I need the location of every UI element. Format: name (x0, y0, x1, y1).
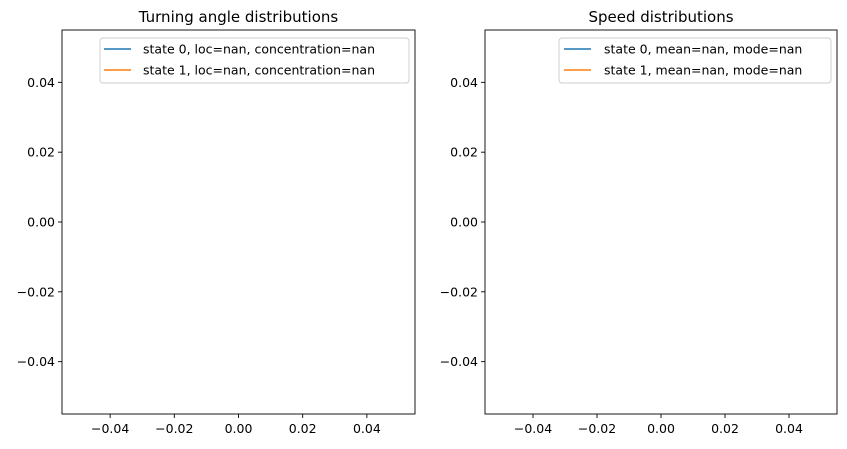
speed-legend-label-state-0: state 0, mean=nan, mode=nan (604, 42, 802, 57)
turning-angle-legend-box (99, 37, 410, 84)
turning-angle-legend-label-state-1: state 1, loc=nan, concentration=nan (143, 63, 375, 78)
turning-angle-x-tick-label: 0.04 (353, 421, 381, 436)
turning-angle-x-tick-label: −0.02 (155, 421, 193, 436)
turning-angle-y-axis: 0.04 0.02 0.00 −0.02 −0.04 (17, 75, 62, 369)
turning-angle-y-tick-label: −0.02 (17, 284, 55, 299)
speed-y-tick-label: −0.02 (440, 284, 478, 299)
speed-y-tick-label: 0.00 (450, 215, 478, 230)
speed-x-axis: −0.04 −0.02 0.00 0.02 0.04 (514, 414, 803, 436)
turning-angle-y-tick-label: 0.00 (27, 215, 55, 230)
turning-angle-x-tick-label: 0.00 (225, 421, 253, 436)
speed-subplot: Speed distributions 0.040.020.00−0.02−0.… (440, 8, 838, 436)
speed-x-tick-label: −0.04 (514, 421, 552, 436)
speed-legend-label-state-1: state 1, mean=nan, mode=nan (604, 63, 802, 78)
turning-angle-plot-frame (61, 29, 416, 415)
speed-plot-frame (484, 29, 838, 415)
speed-x-tick-label: 0.00 (647, 421, 675, 436)
speed-y-tick-label: 0.02 (450, 145, 478, 160)
turning-angle-subplot: Turning angle distributions 0.04 0.02 0.00… (17, 8, 416, 436)
speed-legend: state 0, mean=nan, mode=nan state 1, mea… (558, 37, 832, 84)
turning-angle-y-tick-label: 0.04 (27, 75, 55, 90)
turning-angle-y-tick-label: −0.04 (17, 354, 55, 369)
speed-x-tick-label: −0.02 (578, 421, 616, 436)
turning-angle-y-tick-label: 0.02 (27, 145, 55, 160)
speed-legend-box (558, 37, 832, 84)
turning-angle-x-axis: −0.04 −0.02 0.00 0.02 0.04 (91, 414, 381, 436)
speed-y-tick-label: 0.04 (450, 75, 478, 90)
turning-angle-title: Turning angle distributions (138, 8, 339, 26)
speed-y-tick-label: −0.04 (440, 354, 478, 369)
speed-title: Speed distributions (588, 8, 733, 26)
speed-y-axis: 0.04 0.02 0.00 −0.02 −0.04 (440, 75, 485, 369)
turning-angle-x-tick-label: 0.02 (289, 421, 317, 436)
speed-x-tick-label: 0.02 (711, 421, 739, 436)
turning-angle-x-tick-label: −0.04 (91, 421, 129, 436)
turning-angle-legend: state 0, loc=nan, concentration=nan stat… (99, 37, 410, 84)
turning-angle-legend-label-state-0: state 0, loc=nan, concentration=nan (143, 42, 375, 57)
speed-x-tick-label: 0.04 (775, 421, 803, 436)
